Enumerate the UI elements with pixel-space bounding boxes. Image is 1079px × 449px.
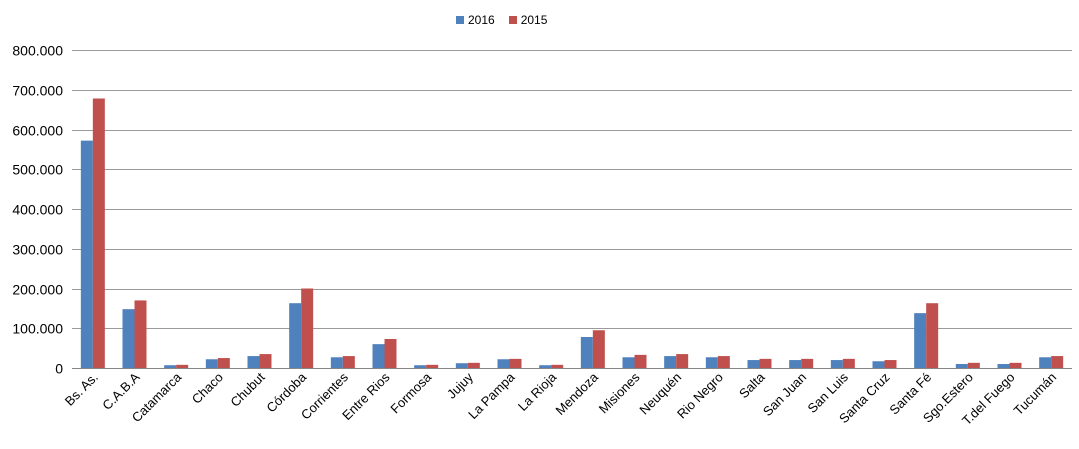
legend-swatch-2015 <box>508 16 517 24</box>
x-tick-label: La Pampa <box>465 369 518 422</box>
y-tick-label: 100.000 <box>12 321 63 337</box>
bar-2015 <box>967 362 980 368</box>
y-tick-label: 800.000 <box>12 43 63 59</box>
bar-2015 <box>801 358 814 368</box>
y-tick-label: 300.000 <box>12 242 63 258</box>
bar-2015 <box>217 358 230 368</box>
bar-2016 <box>455 363 468 368</box>
bar-2016 <box>705 357 718 368</box>
legend-item-2015: 2015 <box>508 13 548 27</box>
bar-2016 <box>247 356 260 368</box>
legend-label-2015: 2015 <box>520 13 548 27</box>
bar-2015 <box>551 364 564 368</box>
bar-2015 <box>342 356 355 368</box>
bar-2015 <box>426 364 439 368</box>
bar-2016 <box>622 357 635 368</box>
legend-item-2016: 2016 <box>456 13 495 27</box>
x-tick-label: Chaco <box>189 370 226 407</box>
bar-2016 <box>955 364 968 368</box>
bar-2016 <box>414 365 427 368</box>
bar-2015 <box>926 303 939 368</box>
y-tick-label: 400.000 <box>12 202 63 218</box>
y-tick-label: 0 <box>55 361 63 377</box>
bar-2015 <box>301 288 314 368</box>
bar-2015 <box>717 356 730 368</box>
y-tick-label: 200.000 <box>12 282 63 298</box>
bar-2016 <box>164 365 177 368</box>
bar-2016 <box>1039 357 1052 368</box>
y-tick-label: 600.000 <box>12 123 63 139</box>
bar-2016 <box>872 361 885 368</box>
x-tick-label: San Juan <box>760 370 809 419</box>
bar-2015 <box>1009 362 1022 368</box>
bar-2015 <box>384 338 397 368</box>
bar-2016 <box>497 359 510 368</box>
x-tick-label: Formosa <box>387 369 434 416</box>
bar-2016 <box>80 140 93 368</box>
bar-2015 <box>134 300 147 368</box>
bar-2015 <box>759 358 772 368</box>
y-tick-label: 700.000 <box>12 83 63 99</box>
bar-2015 <box>592 330 605 368</box>
bar-2016 <box>914 313 927 368</box>
bar-2015 <box>634 354 647 368</box>
bar-2015 <box>842 358 855 368</box>
bar-2016 <box>539 365 552 368</box>
legend-label-2016: 2016 <box>468 13 495 27</box>
bar-2016 <box>372 344 385 368</box>
bar-2015 <box>676 354 689 368</box>
chart-legend: 2016 2015 <box>456 13 561 27</box>
x-tick-label: Jujuy <box>444 369 476 401</box>
bar-2016 <box>205 359 218 368</box>
x-tick-label: Bs. As. <box>62 370 101 409</box>
bar-2015 <box>259 354 272 368</box>
bar-2016 <box>580 336 593 368</box>
bar-2015 <box>176 364 189 368</box>
bar-2016 <box>664 356 677 368</box>
bar-2015 <box>92 98 105 369</box>
x-tick-label: Tucumán <box>1011 370 1060 419</box>
x-tick-label: Mendoza <box>553 369 602 418</box>
bar-2015 <box>467 362 480 368</box>
x-tick-label: Salta <box>736 369 768 401</box>
bar-2016 <box>789 360 802 368</box>
x-tick-label: Rio Negro <box>674 370 726 422</box>
bar-2015 <box>884 360 897 368</box>
bar-2016 <box>747 360 760 368</box>
bar-2016 <box>330 357 343 368</box>
bar-2016 <box>289 303 302 368</box>
y-tick-label: 500.000 <box>12 162 63 178</box>
bar-2015 <box>509 358 522 368</box>
bar-2016 <box>830 360 843 368</box>
bar-2016 <box>997 364 1010 368</box>
x-tick-label: Misiones <box>596 369 643 416</box>
x-tick-label: Chubut <box>227 369 268 410</box>
bar-2015 <box>1051 356 1064 368</box>
legend-swatch-2016 <box>456 16 464 24</box>
bar-2016 <box>122 309 135 368</box>
